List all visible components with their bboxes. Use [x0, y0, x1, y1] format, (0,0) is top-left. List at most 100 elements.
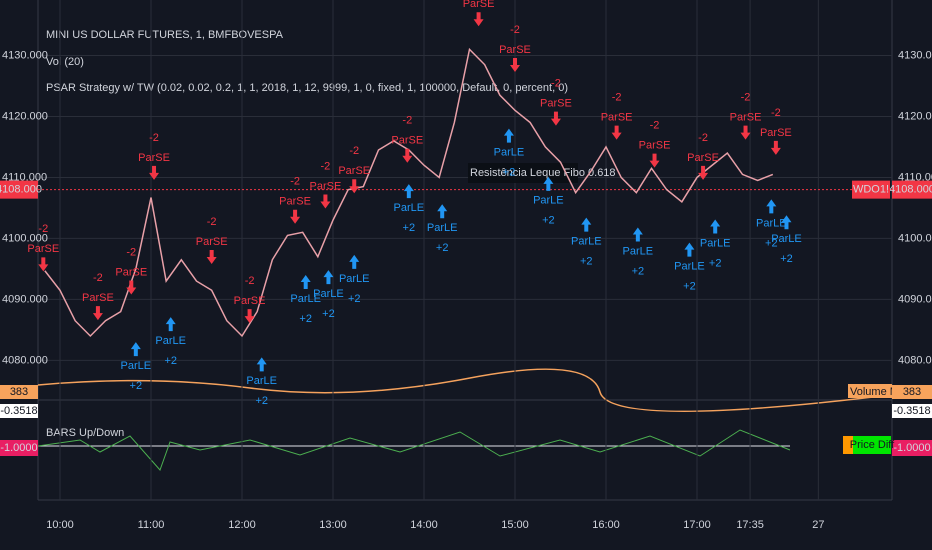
- long-arrow: [632, 227, 643, 242]
- signal-qty: -2: [349, 145, 359, 157]
- short-arrow: [550, 111, 561, 126]
- signal-label: ParLE: [674, 261, 705, 273]
- osc-badge-marker: [843, 436, 853, 454]
- osc-price-diff-badge: [853, 436, 891, 454]
- y-tick-label-left: 4110.000: [2, 171, 47, 183]
- short-arrow: [206, 250, 217, 265]
- short-arrow: [510, 57, 520, 72]
- annotation-bg: [468, 163, 578, 183]
- signal-label: ParLE: [121, 360, 152, 372]
- signal-label: ParLE: [339, 273, 370, 285]
- signal-qty: -2: [402, 115, 412, 127]
- short-arrow: [92, 306, 103, 321]
- signal-label: ParLE: [246, 375, 277, 387]
- osc-left-badge-2: [0, 440, 38, 456]
- signal-label: ParLE: [571, 236, 602, 248]
- strategy-title: PSAR Strategy w/ TW (0.02, 0.02, 0.2, 1,…: [46, 82, 568, 94]
- signal-label: ParLE: [427, 222, 458, 234]
- signal-qty: +2: [542, 215, 555, 227]
- y-tick-label-left: 4100.000: [2, 232, 48, 244]
- short-arrow: [126, 280, 137, 295]
- signal-label: ParSE: [391, 135, 423, 147]
- short-arrow: [473, 12, 484, 27]
- osc-left-value-1: -0.3518: [0, 405, 37, 417]
- short-arrow: [740, 125, 751, 140]
- signal-label: ParSE: [687, 152, 719, 164]
- long-arrow: [710, 219, 721, 234]
- short-arrow: [770, 140, 781, 155]
- osc-left-value-2: -1.0000: [0, 442, 37, 454]
- signal-qty: -2: [551, 78, 561, 90]
- x-tick-label: 12:00: [228, 519, 256, 531]
- y-tick-label-right: 4120.000: [898, 110, 932, 122]
- signal-label: ParLE: [290, 293, 321, 305]
- signal-qty: -2: [321, 160, 331, 172]
- long-arrow: [766, 199, 777, 214]
- volume-ma-line: [37, 368, 891, 412]
- volume-right-badge: [892, 385, 932, 399]
- signal-label: ParSE: [196, 236, 228, 248]
- signal-qty: +2: [299, 313, 312, 325]
- signal-qty: +2: [436, 242, 449, 254]
- last-price-badge-left: [0, 180, 38, 199]
- osc-right-badge-1: [892, 404, 932, 418]
- signal-label: ParLE: [394, 202, 425, 214]
- y-tick-label-right: 4080.000: [898, 354, 932, 366]
- signal-qty: +2: [164, 355, 177, 367]
- long-arrow: [684, 242, 695, 257]
- x-tick-label: 11:00: [138, 519, 165, 531]
- signal-qty: -2: [741, 92, 751, 104]
- signal-qty: -2: [612, 92, 622, 104]
- y-tick-label-left: 4120.000: [2, 110, 48, 122]
- long-arrow: [323, 270, 334, 285]
- y-tick-label-left: 4130.000: [2, 49, 48, 61]
- x-tick-label: 27: [812, 519, 824, 531]
- long-arrow: [256, 357, 267, 372]
- signal-qty: -2: [510, 24, 520, 36]
- long-arrow: [781, 215, 792, 230]
- signal-qty: -2: [290, 176, 300, 188]
- short-arrow: [244, 309, 255, 324]
- symbol-badge: [852, 180, 890, 199]
- signal-label: ParLE: [623, 245, 654, 257]
- signal-qty: +2: [632, 265, 645, 277]
- line-annotation: Resistência Leque Fibo 0.618: [470, 167, 616, 179]
- volume-left-value: 383: [10, 386, 28, 398]
- long-arrow: [403, 184, 414, 199]
- signal-qty: -2: [245, 275, 255, 287]
- long-arrow: [349, 254, 360, 269]
- x-tick-label: 15:00: [501, 519, 529, 531]
- y-tick-label-right: 4100.000: [898, 232, 932, 244]
- x-tick-label: 16:00: [592, 519, 620, 531]
- signal-label: ParSE: [338, 165, 370, 177]
- osc-left-badge-1: [0, 404, 38, 418]
- signal-label: ParSE: [310, 180, 342, 192]
- signal-qty: +2: [709, 257, 722, 269]
- short-arrow: [320, 194, 331, 209]
- long-arrow: [300, 275, 311, 289]
- signal-label: ParSE: [499, 44, 531, 56]
- long-arrow: [437, 204, 448, 219]
- signal-qty: -2: [771, 107, 781, 119]
- signal-qty: -2: [698, 132, 708, 144]
- osc-right-value-2: -1.0000: [893, 442, 930, 454]
- symbol-label: WDO1!: [853, 184, 889, 196]
- signal-label: ParSE: [601, 112, 633, 124]
- signal-label: ParLE: [155, 335, 186, 347]
- chart-title: MINI US DOLLAR FUTURES, 1, BMFBOVESPA: [46, 29, 284, 41]
- signal-label: ParLE: [533, 195, 564, 207]
- signal-label: ParLE: [771, 233, 802, 245]
- short-arrow: [38, 257, 49, 272]
- volume-ma-badge: [848, 384, 892, 398]
- x-tick-label: 13:00: [319, 519, 347, 531]
- long-arrow: [581, 217, 592, 232]
- volume-left-badge: [0, 385, 38, 399]
- volume-title: Vol (20): [46, 56, 84, 68]
- short-arrow: [402, 148, 413, 163]
- signal-qty: -2: [207, 216, 217, 228]
- last-price-left: 4108.000: [0, 184, 42, 196]
- signal-label: ParSE: [463, 0, 495, 10]
- y-tick-label-right: 4130.000: [898, 49, 932, 61]
